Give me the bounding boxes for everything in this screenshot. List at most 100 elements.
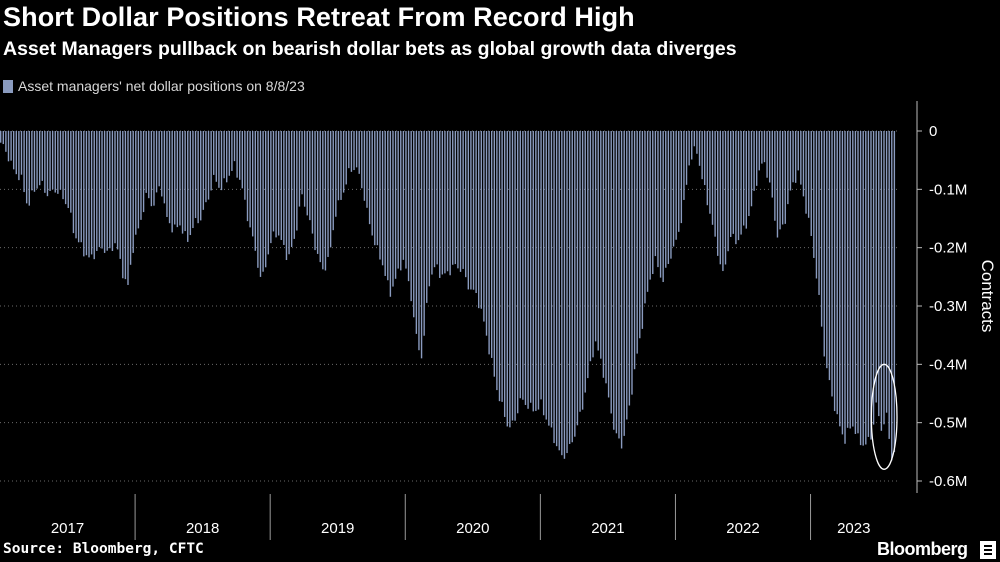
- bar: [272, 131, 275, 232]
- bar: [88, 131, 90, 258]
- bar: [96, 131, 98, 251]
- y-tick-label: -0.4M: [929, 356, 967, 373]
- bar: [418, 131, 420, 351]
- bar: [228, 131, 231, 176]
- bar: [137, 131, 140, 229]
- bar: [54, 131, 56, 193]
- bar: [766, 131, 768, 178]
- bar: [329, 131, 332, 248]
- bar: [865, 131, 867, 445]
- bar: [309, 131, 311, 221]
- bar: [776, 131, 779, 238]
- bar: [181, 131, 184, 234]
- bar: [478, 131, 480, 309]
- bar: [59, 131, 62, 190]
- bar: [103, 131, 106, 253]
- bar: [665, 131, 667, 268]
- bar: [439, 131, 441, 278]
- bar: [20, 131, 23, 175]
- bar: [415, 131, 418, 334]
- bar: [410, 131, 412, 302]
- y-tick-label: -0.1M: [929, 181, 967, 198]
- bar: [878, 131, 880, 417]
- bar: [132, 131, 134, 253]
- bar-series: [0, 131, 896, 461]
- bar: [839, 131, 841, 427]
- bar: [810, 131, 812, 236]
- bar: [698, 131, 701, 166]
- bar: [31, 131, 33, 191]
- bar: [636, 131, 638, 354]
- bar: [423, 131, 425, 336]
- y-tick-label: -0.5M: [929, 415, 967, 432]
- bar: [644, 131, 646, 304]
- bar: [792, 131, 794, 183]
- bar: [407, 131, 410, 282]
- bar: [639, 131, 641, 339]
- bar: [714, 131, 716, 237]
- bar: [732, 131, 735, 234]
- bar: [324, 131, 327, 271]
- bar: [740, 131, 742, 235]
- bar: [67, 131, 69, 209]
- bar: [270, 131, 272, 244]
- bar: [514, 131, 516, 421]
- bar: [345, 131, 347, 185]
- bar: [220, 131, 223, 191]
- bar: [311, 131, 314, 234]
- bar: [545, 131, 547, 420]
- bar: [685, 131, 688, 185]
- bar: [568, 131, 571, 444]
- bar: [449, 131, 451, 276]
- bar: [724, 131, 727, 265]
- bar: [815, 131, 818, 279]
- bar: [768, 131, 771, 183]
- bar: [659, 131, 662, 278]
- bar: [457, 131, 459, 269]
- bar: [761, 131, 763, 164]
- bar: [381, 131, 384, 266]
- bar: [542, 131, 545, 416]
- bar: [64, 131, 67, 205]
- bar: [662, 131, 664, 283]
- bar: [322, 131, 324, 270]
- legend-swatch: [3, 79, 13, 93]
- bar: [80, 131, 82, 243]
- bar: [511, 131, 514, 421]
- bar: [745, 131, 747, 229]
- bar: [283, 131, 285, 245]
- bar: [57, 131, 59, 194]
- bar: [571, 131, 573, 443]
- bar: [498, 131, 501, 402]
- bar: [371, 131, 373, 236]
- bar: [241, 131, 244, 189]
- bar: [46, 131, 49, 197]
- bar: [558, 131, 560, 451]
- bar: [280, 131, 282, 240]
- bar: [452, 131, 454, 265]
- bar: [98, 131, 101, 248]
- bar: [688, 131, 690, 166]
- bar: [332, 131, 334, 231]
- bar: [5, 131, 7, 152]
- bar: [387, 131, 389, 281]
- bar: [519, 131, 521, 399]
- bar: [218, 131, 220, 188]
- bar: [405, 131, 407, 269]
- bar: [7, 131, 10, 162]
- bar: [779, 131, 781, 230]
- bar: [264, 131, 267, 268]
- bar: [859, 131, 862, 446]
- bar: [239, 131, 241, 180]
- gridlines: [0, 130, 897, 482]
- bar: [368, 131, 371, 225]
- bar: [189, 131, 192, 236]
- bar: [215, 131, 218, 182]
- bar: [485, 131, 488, 336]
- bar: [641, 131, 644, 329]
- bar: [148, 131, 150, 199]
- bar: [176, 131, 179, 228]
- bar: [12, 131, 15, 170]
- bar: [0, 131, 2, 143]
- bar: [506, 131, 508, 427]
